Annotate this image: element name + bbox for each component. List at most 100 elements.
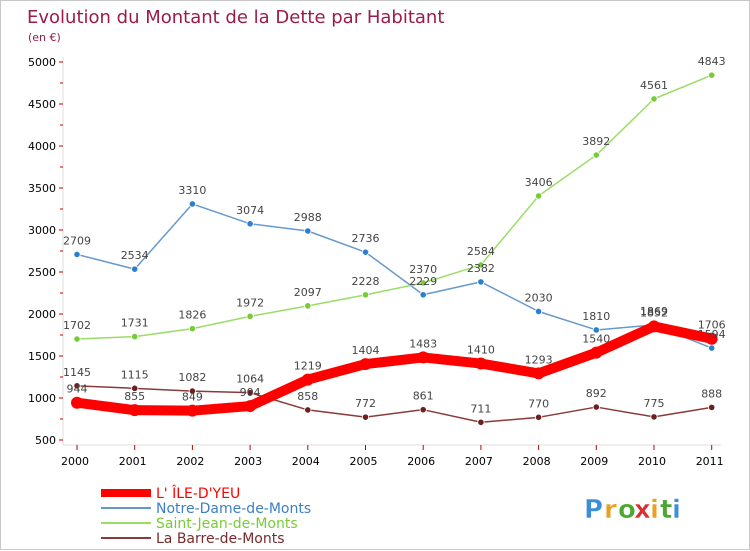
- y-tick-label: 2500: [28, 266, 56, 279]
- logo-letter: i: [650, 495, 659, 525]
- data-label: 1852: [640, 306, 668, 319]
- data-label: 1731: [121, 317, 149, 330]
- data-label: 849: [182, 391, 203, 404]
- data-label: 4561: [640, 79, 668, 92]
- legend-label: Saint-Jean-de-Monts: [156, 516, 298, 532]
- data-label: 770: [528, 397, 549, 410]
- data-label: 711: [470, 402, 491, 415]
- axes: 500 1000 1500 2000 2500 3000 3500 4000 4500 5000 2…: [28, 56, 724, 468]
- data-point: [304, 302, 312, 310]
- data-point: [477, 278, 485, 286]
- data-point: [361, 413, 370, 421]
- data-point: [590, 346, 603, 359]
- data-point: [534, 413, 543, 421]
- data-point: [534, 307, 543, 316]
- data-point: [128, 404, 141, 417]
- y-tick-label: 4000: [28, 140, 56, 153]
- data-label: 772: [355, 397, 376, 410]
- data-label: 775: [644, 397, 665, 410]
- data-label: 858: [297, 390, 318, 403]
- y-tick-label: 1500: [28, 350, 56, 363]
- legend-label: Notre-Dame-de-Monts: [156, 501, 311, 517]
- data-point: [650, 413, 658, 421]
- series-line-0: [76, 321, 713, 416]
- chart-title: Evolution du Montant de la Dette par Hab…: [27, 7, 444, 28]
- x-tick-label: 2005: [350, 455, 378, 468]
- data-point: [534, 192, 543, 200]
- data-point: [246, 220, 254, 228]
- x-tick-label: 2007: [465, 455, 493, 468]
- chart-subtitle: (en €): [28, 31, 61, 44]
- y-tick-label: 4500: [28, 98, 56, 111]
- data-label: 855: [124, 390, 145, 403]
- data-label: 1702: [63, 319, 91, 332]
- data-point: [592, 151, 600, 159]
- data-label: 1483: [409, 337, 437, 350]
- x-tick-label: 2006: [407, 455, 435, 468]
- data-point: [73, 335, 81, 343]
- x-tick-label: 2004: [292, 455, 320, 468]
- data-point: [304, 406, 312, 414]
- data-label: 3074: [236, 204, 264, 217]
- data-point: [131, 384, 139, 392]
- data-point: [708, 403, 716, 412]
- y-tick-label: 3000: [28, 224, 56, 237]
- data-label: 1540: [582, 333, 610, 346]
- data-label: 2534: [121, 249, 149, 262]
- data-point: [419, 291, 427, 299]
- y-tick-label: 2000: [28, 308, 56, 321]
- data-label: 904: [240, 386, 261, 399]
- data-point: [246, 312, 254, 320]
- data-point: [592, 326, 600, 334]
- y-tick-label: 3500: [28, 182, 56, 195]
- data-point: [474, 357, 487, 370]
- logo-letter: t: [660, 495, 672, 525]
- data-label: 2229: [409, 275, 437, 288]
- data-point: [131, 265, 139, 273]
- data-label: 3892: [582, 135, 610, 148]
- data-label: 1404: [352, 344, 380, 357]
- data-point: [705, 332, 718, 345]
- logo-letter: o: [618, 495, 636, 525]
- data-point: [477, 261, 485, 269]
- data-label: 888: [701, 387, 722, 400]
- data-label: 892: [586, 387, 607, 400]
- data-point: [477, 418, 485, 426]
- data-point: [188, 325, 196, 333]
- data-point: [73, 382, 81, 390]
- data-point: [188, 387, 196, 395]
- data-label: 3310: [178, 184, 206, 197]
- data-label: 1115: [121, 368, 149, 381]
- logo-letter: P: [584, 495, 603, 525]
- data-point: [650, 95, 658, 103]
- data-label: 1293: [525, 353, 553, 366]
- data-label: 1082: [178, 371, 206, 384]
- data-label: 1972: [236, 296, 264, 309]
- logo-letter: r: [604, 495, 617, 525]
- data-label: 2709: [63, 234, 91, 247]
- data-label: 1410: [467, 344, 495, 357]
- data-point: [361, 291, 370, 299]
- series-line-2: [76, 74, 712, 340]
- data-point: [592, 403, 600, 411]
- data-label: 2382: [467, 262, 495, 275]
- data-label: 2097: [294, 286, 322, 299]
- data-label: 861: [413, 390, 434, 403]
- data-point: [131, 332, 139, 341]
- x-tick-label: 2009: [580, 455, 608, 468]
- data-label: 3406: [525, 176, 553, 189]
- data-point: [417, 351, 430, 364]
- legend-label: L' ÎLE-D'YEU: [156, 484, 240, 502]
- x-tick-label: 2010: [638, 455, 666, 468]
- data-point: [246, 389, 254, 397]
- series-line-1: [76, 203, 712, 349]
- legend-label: La Barre-de-Monts: [156, 531, 285, 547]
- data-label: 2584: [467, 245, 495, 258]
- x-tick-label: 2011: [696, 455, 724, 468]
- data-label: 1706: [698, 319, 726, 332]
- data-label: 2736: [352, 232, 380, 245]
- x-tick-label: 2008: [523, 455, 551, 468]
- x-tick-label: 2003: [234, 455, 262, 468]
- x-tick-label: 2002: [176, 455, 204, 468]
